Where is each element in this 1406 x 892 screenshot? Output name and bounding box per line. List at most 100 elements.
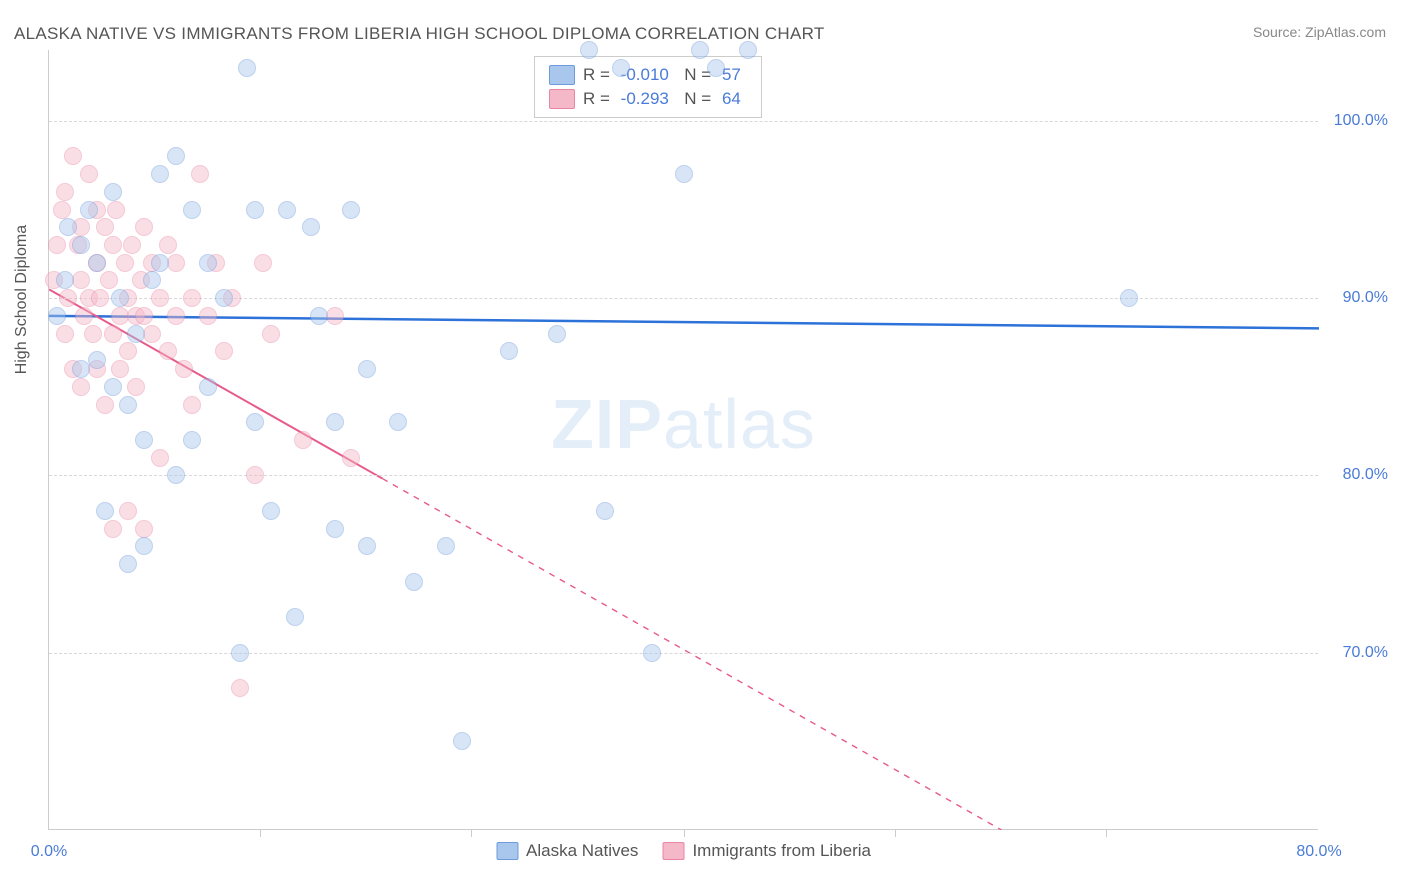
legend-label-1: Alaska Natives xyxy=(526,841,638,861)
data-point xyxy=(612,59,630,77)
data-point xyxy=(199,254,217,272)
data-point xyxy=(151,165,169,183)
data-point xyxy=(53,201,71,219)
data-point xyxy=(75,307,93,325)
data-point xyxy=(405,573,423,591)
data-point xyxy=(64,147,82,165)
data-point xyxy=(326,520,344,538)
data-point xyxy=(159,236,177,254)
data-point xyxy=(96,218,114,236)
data-point xyxy=(143,271,161,289)
data-point xyxy=(294,431,312,449)
data-point xyxy=(107,201,125,219)
data-point xyxy=(326,307,344,325)
data-point xyxy=(231,644,249,662)
data-point xyxy=(104,378,122,396)
data-point xyxy=(183,289,201,307)
data-point xyxy=(691,41,709,59)
data-point xyxy=(104,183,122,201)
data-point xyxy=(183,201,201,219)
data-point xyxy=(88,351,106,369)
data-point xyxy=(175,360,193,378)
data-point xyxy=(215,289,233,307)
data-point xyxy=(127,378,145,396)
data-point xyxy=(127,325,145,343)
data-point xyxy=(246,413,264,431)
data-point xyxy=(59,218,77,236)
data-point xyxy=(183,396,201,414)
data-point xyxy=(302,218,320,236)
data-point xyxy=(183,431,201,449)
gridline xyxy=(49,121,1318,122)
data-point xyxy=(72,236,90,254)
data-point xyxy=(96,396,114,414)
data-point xyxy=(48,236,66,254)
data-point xyxy=(100,271,118,289)
data-point xyxy=(111,289,129,307)
data-point xyxy=(151,449,169,467)
data-point xyxy=(500,342,518,360)
data-point xyxy=(215,342,233,360)
data-point xyxy=(119,502,137,520)
data-point xyxy=(643,644,661,662)
data-point xyxy=(104,325,122,343)
data-point xyxy=(123,236,141,254)
data-point xyxy=(358,360,376,378)
data-point xyxy=(453,732,471,750)
x-tick-label: 0.0% xyxy=(31,843,67,861)
legend-item-2: Immigrants from Liberia xyxy=(662,841,871,861)
data-point xyxy=(119,555,137,573)
x-tick xyxy=(684,829,685,837)
data-point xyxy=(246,201,264,219)
data-point xyxy=(119,342,137,360)
data-point xyxy=(246,466,264,484)
data-point xyxy=(56,271,74,289)
data-point xyxy=(135,218,153,236)
data-point xyxy=(199,307,217,325)
y-tick-label: 70.0% xyxy=(1343,644,1388,662)
data-point xyxy=(1120,289,1138,307)
swatch-series-2-bottom xyxy=(662,842,684,860)
data-point xyxy=(167,307,185,325)
data-point xyxy=(135,537,153,555)
data-point xyxy=(143,325,161,343)
data-point xyxy=(56,183,74,201)
y-tick-label: 100.0% xyxy=(1334,112,1388,130)
x-tick xyxy=(895,829,896,837)
data-point xyxy=(231,679,249,697)
data-point xyxy=(342,449,360,467)
legend-item-1: Alaska Natives xyxy=(496,841,638,861)
data-point xyxy=(96,502,114,520)
data-point xyxy=(72,271,90,289)
data-point xyxy=(310,307,328,325)
data-point xyxy=(151,254,169,272)
swatch-series-1-bottom xyxy=(496,842,518,860)
data-point xyxy=(135,431,153,449)
data-point xyxy=(675,165,693,183)
data-point xyxy=(116,254,134,272)
data-point xyxy=(80,201,98,219)
source-label: Source: ZipAtlas.com xyxy=(1253,24,1386,40)
data-point xyxy=(199,378,217,396)
x-tick xyxy=(1106,829,1107,837)
data-point xyxy=(119,396,137,414)
data-point xyxy=(342,201,360,219)
data-point xyxy=(596,502,614,520)
data-point xyxy=(104,520,122,538)
legend-label-2: Immigrants from Liberia xyxy=(692,841,871,861)
data-point xyxy=(167,254,185,272)
data-point xyxy=(48,307,66,325)
data-point xyxy=(56,325,74,343)
chart-container: ALASKA NATIVE VS IMMIGRANTS FROM LIBERIA… xyxy=(0,0,1406,892)
data-point xyxy=(88,254,106,272)
data-point xyxy=(278,201,296,219)
data-point xyxy=(167,466,185,484)
data-point xyxy=(111,360,129,378)
y-tick-label: 80.0% xyxy=(1343,466,1388,484)
data-point xyxy=(135,307,153,325)
gridline xyxy=(49,475,1318,476)
data-point xyxy=(262,325,280,343)
data-point xyxy=(262,502,280,520)
x-tick xyxy=(260,829,261,837)
data-point xyxy=(326,413,344,431)
